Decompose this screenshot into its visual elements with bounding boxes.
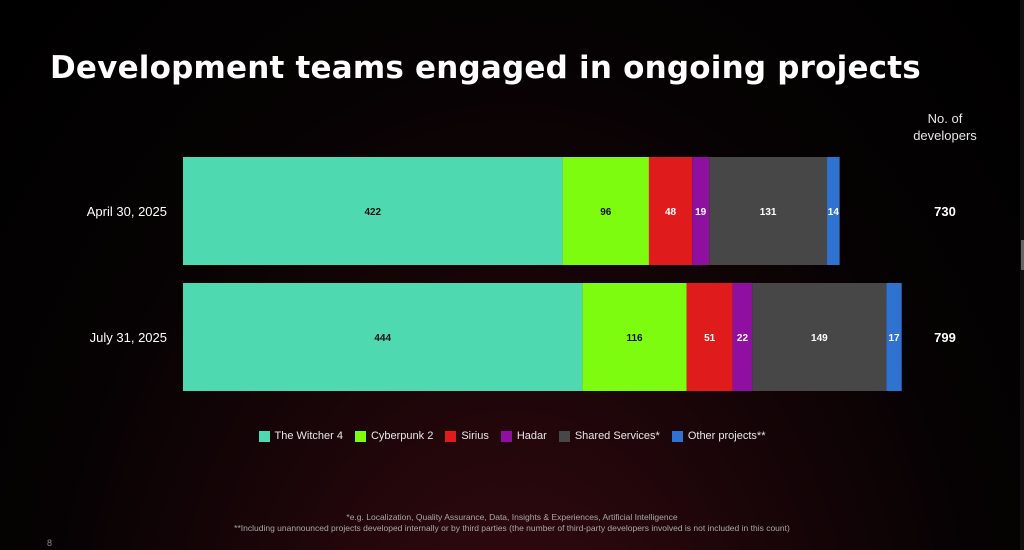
category-label: April 30, 2025 — [87, 204, 167, 219]
legend-item: Cyberpunk 2 — [354, 430, 434, 442]
total-label: 730 — [934, 204, 956, 219]
data-label: 51 — [704, 333, 716, 344]
total-label: 799 — [934, 330, 956, 345]
data-label: 14 — [828, 207, 840, 218]
data-label: 19 — [695, 207, 707, 218]
bar-segment — [582, 283, 687, 391]
scrollbar-thumb[interactable] — [1021, 240, 1024, 270]
data-label: 116 — [626, 333, 643, 344]
data-label: 422 — [364, 207, 381, 218]
legend-label: Shared Services* — [574, 430, 660, 442]
legend-item: Hadar — [500, 430, 547, 442]
legend-label: Sirius — [461, 430, 489, 442]
stacked-bar-chart: April 30, 2025 422 96 48 19 131 14 730 July 31, … — [87, 157, 956, 391]
legend-swatch — [258, 430, 270, 442]
bar-segment — [562, 157, 649, 265]
data-label: 96 — [600, 207, 612, 218]
legend-label: Hadar — [516, 430, 547, 442]
legend-swatch — [445, 430, 457, 442]
footnotes: *e.g. Localization, Quality Assurance, D… — [0, 512, 1024, 534]
data-label: 17 — [888, 333, 900, 344]
legend-item: The Witcher 4 — [258, 430, 343, 442]
legend-label: The Witcher 4 — [274, 430, 343, 442]
legend-label: Other projects** — [687, 430, 766, 442]
data-label: 48 — [665, 207, 677, 218]
legend-item: Other projects** — [671, 430, 766, 442]
legend-item: Shared Services* — [558, 430, 660, 442]
total-header: No. of developers — [895, 110, 995, 144]
footnote-1: *e.g. Localization, Quality Assurance, D… — [346, 512, 678, 522]
legend-swatch — [671, 430, 683, 442]
page-title: Development teams engaged in ongoing pro… — [50, 50, 921, 86]
data-label: 444 — [374, 333, 391, 344]
legend-swatch — [500, 430, 512, 442]
legend-label: Cyberpunk 2 — [370, 430, 434, 442]
bar-segment — [183, 157, 563, 265]
legend-swatch — [354, 430, 366, 442]
category-label: July 31, 2025 — [90, 330, 167, 345]
bar-segment — [886, 283, 902, 391]
bar-segment — [686, 283, 733, 391]
page-number: 8 — [47, 538, 53, 548]
bar-segment — [752, 283, 887, 391]
data-label: 149 — [811, 333, 828, 344]
footnote-2: **Including unannounced projects develop… — [234, 523, 790, 533]
bar-segment — [648, 157, 693, 265]
data-label: 131 — [760, 207, 777, 218]
bar-segment — [692, 157, 710, 265]
total-header-line-2: developers — [913, 128, 977, 143]
legend-item: Sirius — [445, 430, 489, 442]
bar-segment — [827, 157, 840, 265]
bar-segment — [709, 157, 828, 265]
bar-segment — [183, 283, 583, 391]
bar-segment — [732, 283, 753, 391]
chart-legend: The Witcher 4 Cyberpunk 2 Sirius Hadar Share… — [0, 430, 1024, 442]
scrollbar-track[interactable] — [1020, 0, 1024, 550]
data-label: 22 — [737, 333, 749, 344]
legend-swatch — [558, 430, 570, 442]
total-header-line-1: No. of — [927, 111, 963, 126]
